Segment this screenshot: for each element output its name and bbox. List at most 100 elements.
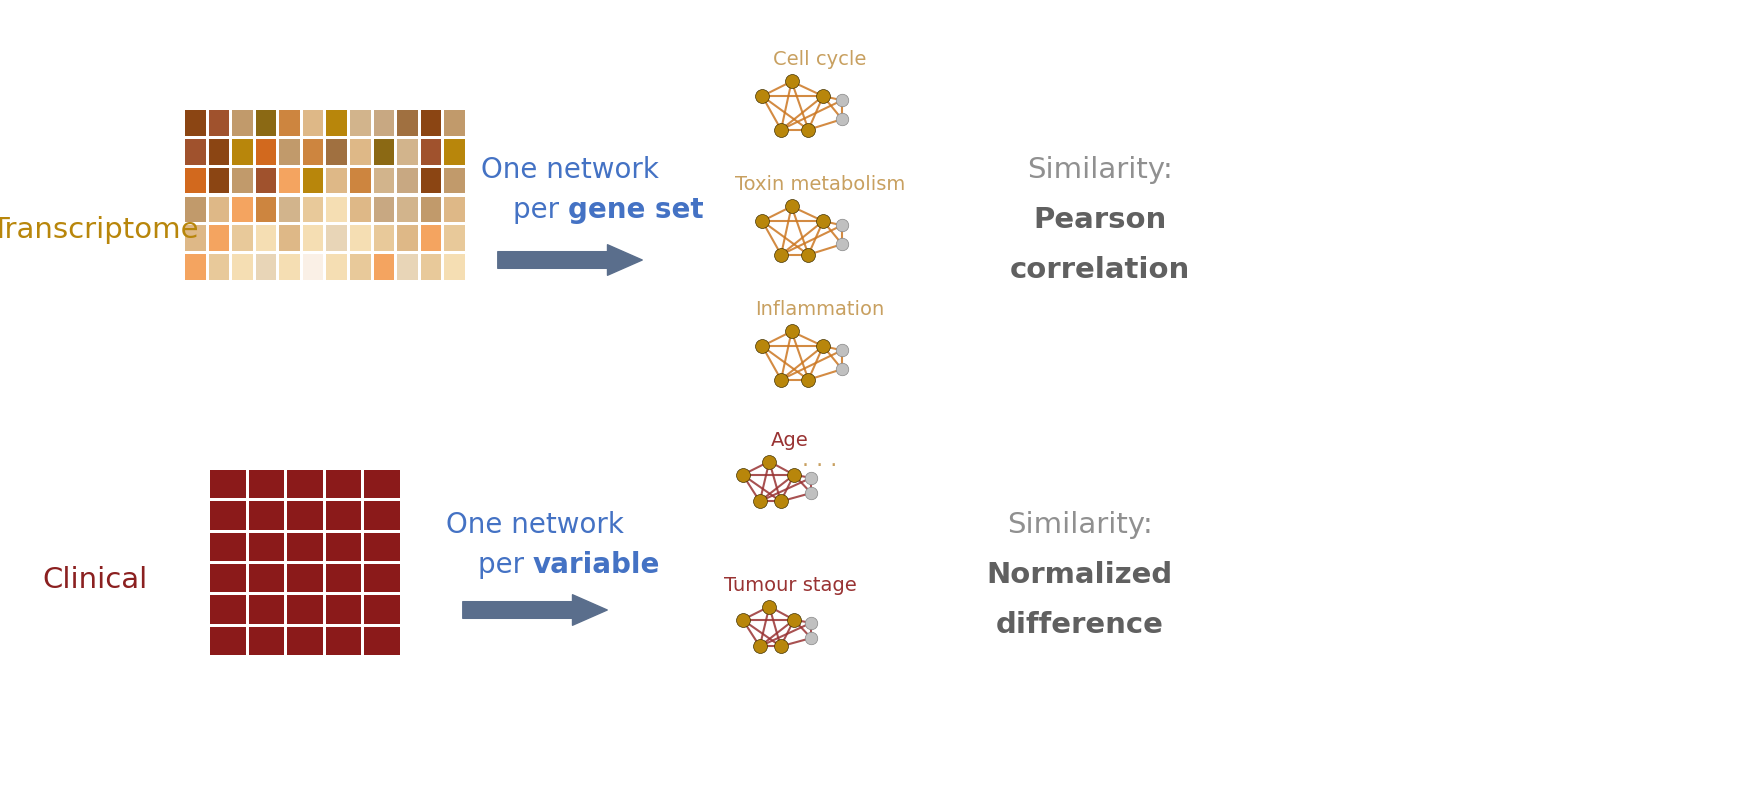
Bar [280,226,299,251]
Text: difference: difference [996,611,1162,639]
Bar [374,226,393,251]
Bar [185,168,206,193]
Bar [210,596,245,623]
Bar [185,226,206,251]
Bar [350,168,371,193]
Bar [325,564,362,592]
Bar [444,196,465,223]
Bar [255,110,276,136]
Bar [287,564,323,592]
Bar [325,501,362,530]
Bar [248,501,283,530]
Text: gene set: gene set [568,196,703,224]
FancyArrowPatch shape [498,245,642,276]
Bar [397,110,418,136]
Bar [210,533,245,561]
Bar [208,254,229,280]
Bar [287,501,323,530]
Bar [302,226,323,251]
Bar [444,226,465,251]
Bar [208,168,229,193]
Bar [421,139,440,165]
Bar [248,470,283,498]
Bar [248,596,283,623]
Text: Tumour stage: Tumour stage [724,576,857,595]
Text: . . .: . . . [802,450,837,470]
Bar [185,139,206,165]
Bar [364,626,400,655]
Bar [248,533,283,561]
Bar [327,196,346,223]
Bar [210,626,245,655]
Text: Similarity:: Similarity: [1026,156,1173,184]
Bar [364,596,400,623]
Bar [208,226,229,251]
Bar [421,254,440,280]
Bar [444,139,465,165]
Bar [350,110,371,136]
Bar [208,196,229,223]
Bar [210,564,245,592]
Text: One network: One network [446,511,624,539]
Bar [327,254,346,280]
Bar [302,110,323,136]
Bar [280,139,299,165]
Text: Similarity:: Similarity: [1007,511,1152,539]
Bar [248,564,283,592]
Bar [325,626,362,655]
Bar [302,254,323,280]
Bar [327,110,346,136]
Bar [232,254,253,280]
FancyArrowPatch shape [463,595,607,625]
Bar [421,196,440,223]
Text: Clinical: Clinical [42,566,147,594]
Bar [280,110,299,136]
Bar [374,254,393,280]
Bar [208,110,229,136]
Bar [364,564,400,592]
Bar [374,139,393,165]
Text: Age: Age [771,431,808,450]
Bar [327,168,346,193]
Bar [232,110,253,136]
Bar [325,596,362,623]
Text: per: per [512,196,568,224]
Bar [287,533,323,561]
Bar [444,254,465,280]
Bar [397,139,418,165]
Bar [374,168,393,193]
Text: Normalized: Normalized [986,561,1173,589]
Bar [364,533,400,561]
Bar [232,196,253,223]
Bar [397,168,418,193]
Bar [421,226,440,251]
Bar [325,470,362,498]
Bar [280,196,299,223]
Bar [210,501,245,530]
Bar [350,254,371,280]
Bar [302,168,323,193]
Bar [185,254,206,280]
Bar [302,139,323,165]
Bar [185,110,206,136]
Bar [374,196,393,223]
Bar [325,533,362,561]
Bar [255,139,276,165]
Text: correlation: correlation [1009,256,1189,284]
Text: Inflammation: Inflammation [755,300,884,319]
Bar [374,110,393,136]
Bar [444,110,465,136]
Bar [255,196,276,223]
Bar [397,254,418,280]
Bar [248,626,283,655]
Text: Cell cycle: Cell cycle [773,50,867,69]
Bar [255,226,276,251]
Bar [350,226,371,251]
Bar [210,470,245,498]
Text: One network: One network [481,156,659,184]
Bar [280,168,299,193]
Bar [444,168,465,193]
Bar [255,254,276,280]
Bar [232,139,253,165]
Text: Toxin metabolism: Toxin metabolism [734,175,905,194]
